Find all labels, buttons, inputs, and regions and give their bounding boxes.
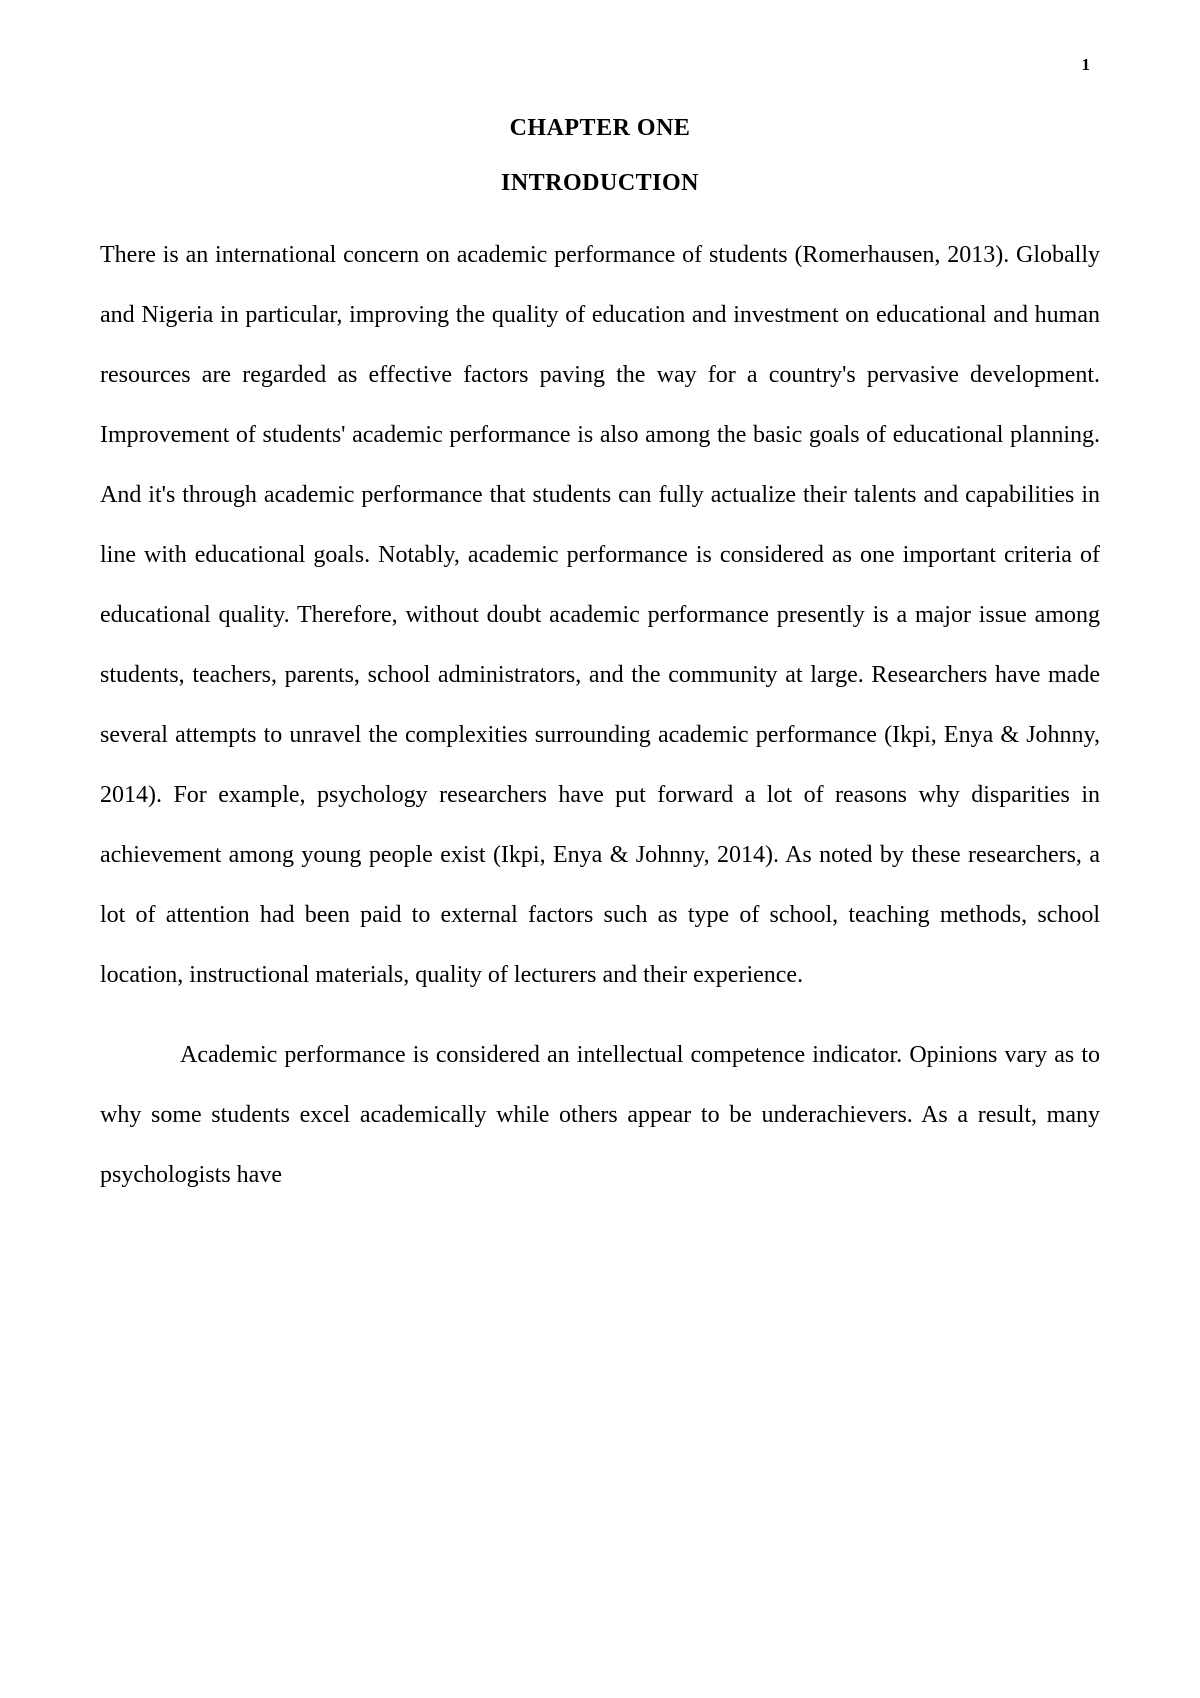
chapter-title: CHAPTER ONE (100, 115, 1100, 142)
paragraph-1: There is an international concern on aca… (100, 225, 1100, 1005)
document-page: 1 CHAPTER ONE INTRODUCTION There is an i… (0, 0, 1200, 1265)
paragraph-2: Academic performance is considered an in… (100, 1025, 1100, 1205)
page-number: 1 (1082, 55, 1091, 75)
section-title: INTRODUCTION (100, 170, 1100, 197)
